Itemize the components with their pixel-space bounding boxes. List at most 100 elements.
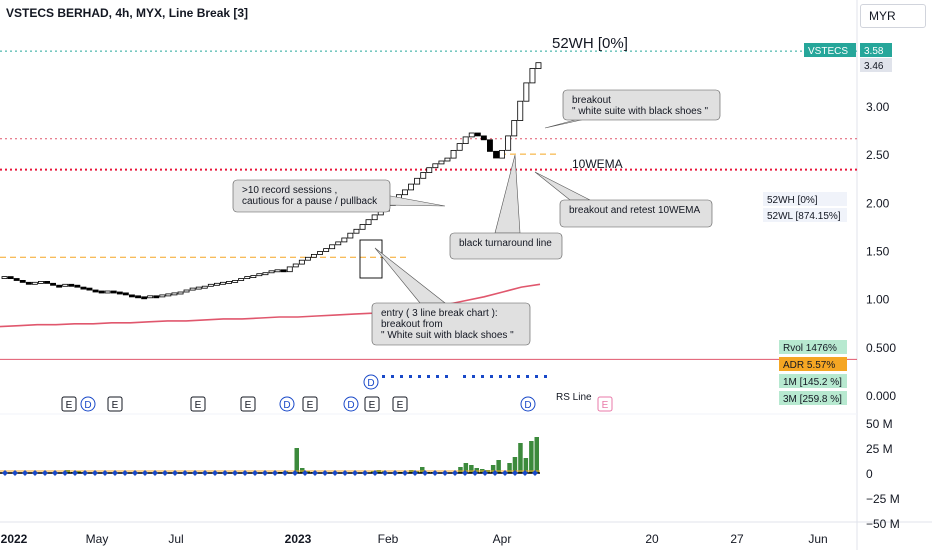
price-brick[interactable]	[317, 251, 323, 255]
price-brick[interactable]	[165, 293, 172, 297]
price-brick[interactable]	[92, 289, 99, 293]
price-brick[interactable]	[280, 269, 287, 273]
price-brick[interactable]	[323, 248, 330, 252]
price-brick[interactable]	[31, 281, 38, 285]
price-brick[interactable]	[468, 132, 475, 138]
price-brick[interactable]	[201, 285, 208, 289]
price-brick[interactable]	[444, 157, 451, 162]
retest-callout[interactable]: breakout and retest 10WEMA	[534, 171, 713, 228]
price-brick[interactable]	[420, 172, 427, 179]
price-brick[interactable]	[153, 295, 160, 299]
price-brick[interactable]	[292, 263, 299, 268]
earnings-marker[interactable]	[190, 396, 206, 412]
annotations[interactable]: breakout" white suite with black shoes "…	[232, 35, 721, 346]
price-brick[interactable]	[401, 189, 408, 196]
price-brick[interactable]	[238, 278, 245, 281]
price-brick[interactable]	[438, 160, 445, 165]
price-brick[interactable]	[141, 296, 148, 300]
price-brick[interactable]	[523, 82, 530, 102]
breakout-callout[interactable]: breakout" white suite with black shoes "	[544, 89, 721, 129]
price-brick[interactable]	[298, 259, 305, 265]
dividend-marker[interactable]	[363, 374, 379, 390]
earnings-marker[interactable]	[107, 396, 123, 412]
price-brick[interactable]	[62, 283, 69, 287]
price-brick[interactable]	[517, 100, 524, 121]
price-brick[interactable]	[341, 237, 348, 243]
price-brick[interactable]	[226, 280, 232, 284]
price-brick[interactable]	[68, 283, 75, 287]
price-brick[interactable]	[486, 139, 493, 152]
price-brick[interactable]	[104, 290, 111, 294]
record-callout[interactable]: >10 record sessions ,cautious for a paus…	[232, 179, 446, 213]
price-brick[interactable]	[335, 241, 342, 246]
price-brick[interactable]	[159, 294, 166, 298]
turnaround-callout[interactable]: black turnaround line	[449, 154, 563, 260]
price-brick[interactable]	[128, 294, 135, 298]
price-brick[interactable]	[286, 266, 293, 273]
price-brick[interactable]	[529, 68, 536, 84]
price-brick[interactable]	[116, 291, 123, 295]
price-brick[interactable]	[359, 224, 366, 230]
price-brick[interactable]	[274, 269, 281, 273]
price-brick[interactable]	[426, 167, 433, 173]
price-brick[interactable]	[98, 290, 105, 294]
earnings-marker[interactable]	[61, 396, 77, 412]
earnings-marker[interactable]	[392, 396, 408, 412]
price-brick[interactable]	[38, 280, 44, 284]
price-brick[interactable]	[50, 282, 56, 286]
price-brick[interactable]	[219, 281, 226, 285]
price-brick[interactable]	[74, 284, 81, 288]
price-brick[interactable]	[353, 228, 360, 234]
dividend-marker[interactable]	[80, 396, 96, 412]
price-brick[interactable]	[511, 120, 518, 137]
price-brick[interactable]	[135, 295, 141, 299]
dividend-marker[interactable]	[343, 396, 359, 412]
price-brick[interactable]	[493, 150, 499, 159]
price-brick[interactable]	[80, 286, 87, 290]
price-brick[interactable]	[171, 292, 178, 296]
price-brick[interactable]	[86, 287, 93, 291]
line-break-bricks[interactable]	[1, 62, 542, 300]
price-brick[interactable]	[122, 292, 129, 296]
price-brick[interactable]	[505, 135, 512, 151]
price-brick[interactable]	[213, 282, 220, 286]
price-brick[interactable]	[432, 163, 439, 169]
price-brick[interactable]	[499, 149, 505, 159]
price-brick[interactable]	[13, 278, 20, 281]
price-brick[interactable]	[110, 290, 117, 294]
price-brick[interactable]	[250, 275, 257, 279]
price-brick[interactable]	[365, 219, 372, 225]
price-brick[interactable]	[19, 279, 26, 283]
price-brick[interactable]	[304, 256, 311, 261]
price-brick[interactable]	[329, 244, 336, 250]
price-brick[interactable]	[371, 214, 378, 221]
price-brick[interactable]	[347, 232, 354, 239]
price-brick[interactable]	[244, 276, 251, 280]
price-brick[interactable]	[56, 284, 63, 288]
currency-selector[interactable]: MYR	[860, 4, 926, 28]
price-brick[interactable]	[189, 287, 196, 291]
price-brick[interactable]	[147, 295, 154, 299]
price-brick[interactable]	[1, 276, 8, 280]
price-brick[interactable]	[183, 289, 190, 293]
price-brick[interactable]	[535, 62, 542, 69]
price-brick[interactable]	[462, 136, 469, 144]
price-brick[interactable]	[195, 286, 202, 290]
entry-callout[interactable]: entry ( 3 line break chart ):breakout fr…	[371, 247, 531, 346]
price-brick[interactable]	[177, 291, 184, 295]
price-brick[interactable]	[474, 132, 481, 137]
price-brick[interactable]	[456, 143, 463, 151]
price-brick[interactable]	[256, 273, 263, 277]
price-brick[interactable]	[268, 270, 275, 274]
price-brick[interactable]	[207, 283, 214, 287]
time-axis[interactable]: 2022 May Jul 2023 Feb Apr 20 27 Jun	[1, 532, 828, 546]
earnings-marker[interactable]	[597, 396, 613, 412]
earnings-marker[interactable]	[240, 396, 256, 412]
price-brick[interactable]	[25, 281, 32, 285]
price-brick[interactable]	[262, 272, 269, 276]
price-brick[interactable]	[232, 279, 239, 283]
dividend-marker[interactable]	[279, 396, 295, 412]
price-brick[interactable]	[7, 276, 14, 280]
